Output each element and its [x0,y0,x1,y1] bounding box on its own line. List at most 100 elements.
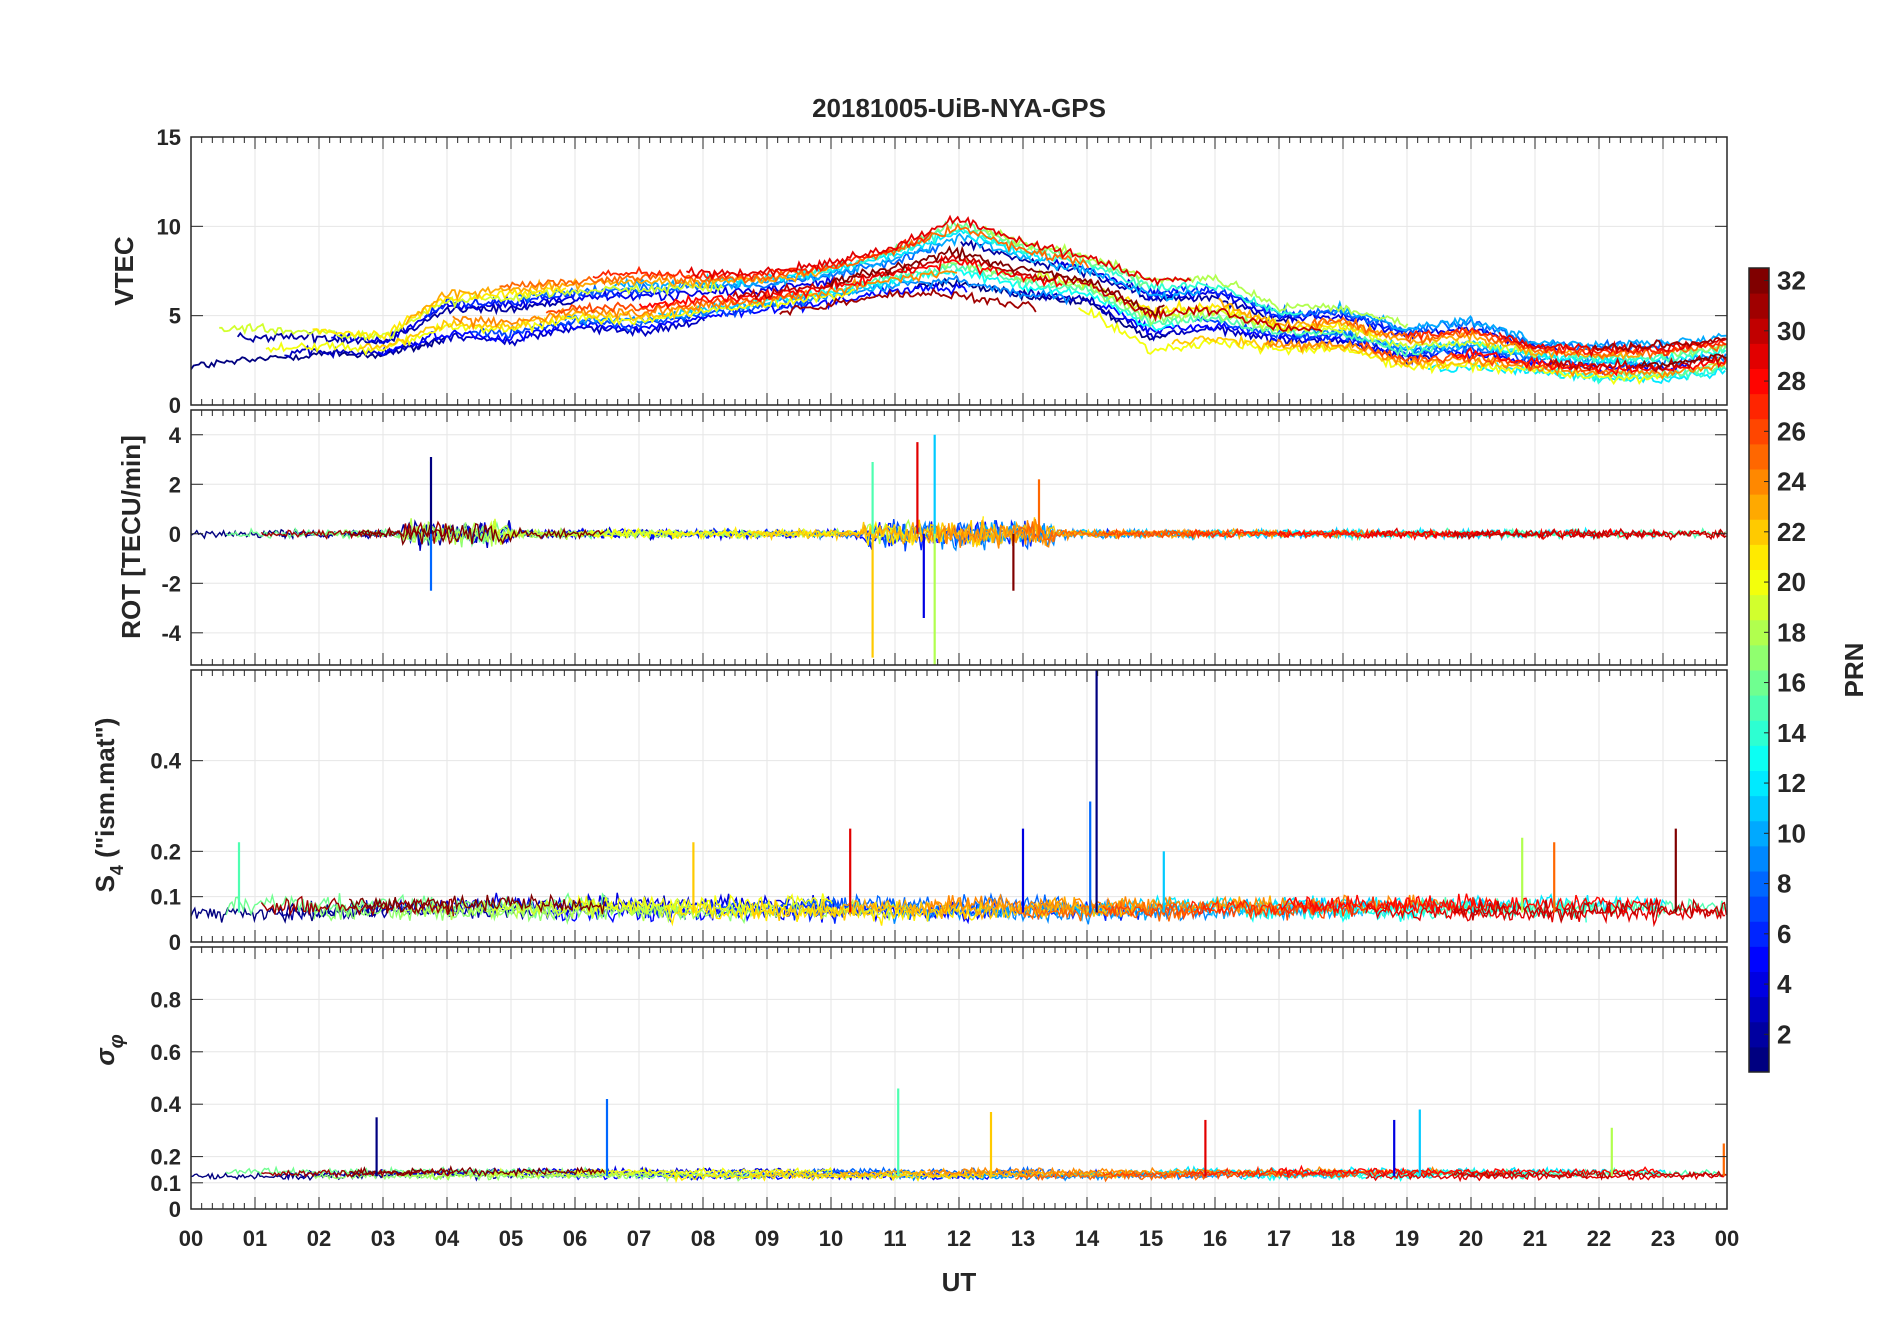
x-tick-label: 04 [435,1226,460,1251]
y-tick-label-sigma_phi: 0.6 [150,1040,181,1065]
colorbar-cell [1749,594,1769,621]
colorbar-tick-label: 24 [1777,467,1806,497]
ylabel-s4-group: S4 ("ism.mat") [90,718,127,893]
vtec-trace-prn-15 [844,262,1435,358]
colorbar-cell [1749,368,1769,395]
s4-trace-prn-32 [348,892,606,915]
colorbar-tick-label: 12 [1777,768,1806,798]
colorbar-frame [1748,267,1770,1073]
series-s4 [191,670,1727,928]
rot-trace-prn-31 [260,520,455,545]
y-tick-label-vtec: 10 [157,214,181,239]
vtec-trace-prn-31 [1592,337,1726,353]
colorbar-cell [1749,519,1769,545]
vtec-trace-prn-5 [377,281,968,357]
sigma_phi-trace-prn-20 [576,1166,833,1177]
vtec-trace-prn-29 [686,214,1192,287]
vtec-trace-prn-24 [452,269,958,331]
s4-trace-prn-26 [1102,900,1360,921]
vtec-trace-prn-22 [359,305,698,351]
panel-vtec: 0 5 10 15 [157,125,1728,418]
x-tick-label: 15 [1139,1226,1163,1251]
y-tick-label-s4: 0 [169,930,181,955]
colorbar-tick-label: 4 [1777,969,1792,999]
x-tick-label: 08 [691,1226,715,1251]
colorbar-cell [1749,845,1769,872]
ticks-sigma_phi [190,947,1728,1210]
vtec-trace-prn-7 [471,299,810,339]
y-tick-label-rot: -2 [161,571,181,596]
colorbar-cell [1749,720,1769,746]
vtec-trace-prn-27 [1404,326,1727,357]
y-tick-label-sigma_phi: 0 [169,1197,181,1222]
x-tick-label: 10 [819,1226,843,1251]
colorbar-cell [1749,1046,1769,1073]
colorbar-tick-label: 6 [1777,919,1791,949]
sigma_phi-trace-prn-25 [1015,1170,1208,1183]
s4-trace-prn-20 [576,893,833,917]
y-tick-label-vtec: 5 [169,304,181,329]
vtec-trace-prn-27 [592,231,932,282]
colorbar-tick-label: 8 [1777,869,1791,899]
colorbar-cell [1749,1021,1769,1048]
sigma_phi-trace-prn-32 [348,1165,605,1178]
panel-rot: -4 -2 0 2 4 [161,409,1728,666]
panel-s4: 0 0.1 0.2 0.4 [150,669,1728,955]
y-tick-label-sigma_phi: 0.2 [150,1145,181,1170]
x-tick-label: 05 [499,1226,523,1251]
s4-trace-prn-30 [1453,898,1727,924]
y-tick-label-vtec: 15 [157,125,181,150]
y-tick-label-sigma_phi: 0.4 [150,1092,181,1117]
vtec-trace-prn-21 [312,286,567,341]
panel-sigma_phi: 00.10.2 0.4 0.6 0.8 [150,946,1728,1222]
x-tick-label: 22 [1587,1226,1611,1251]
colorbar-cell [1749,896,1769,922]
vtec-trace-prn-29 [1498,331,1727,359]
colorbar-tick-label: 20 [1777,567,1806,597]
vtec-trace-prn-31 [779,287,1037,317]
colorbar-cell [1749,921,1769,947]
y-tick-label-rot: 0 [169,522,181,547]
s4-trace-prn-28 [1278,893,1662,918]
colorbar-tick-label: 22 [1777,517,1806,547]
colorbar-cell [1749,293,1769,319]
colorbar-tick-label: 26 [1777,416,1806,446]
sigma_phi-trace-prn-29 [1365,1170,1726,1183]
colorbar-tick-label: 18 [1777,617,1806,647]
colorbar-tick-label: 32 [1777,266,1806,296]
x-tick-label: 06 [563,1226,587,1251]
colorbar-tick-label: 28 [1777,366,1806,396]
y-tick-label-vtec: 0 [169,393,181,418]
x-tick-label: 21 [1523,1226,1547,1251]
series-rot [191,434,1727,665]
ticks-rot [190,410,1728,665]
y-tick-label-sigma_phi: 0.1 [150,1171,181,1196]
colorbar-cell [1749,443,1769,470]
x-tick-label: 11 [883,1226,906,1251]
colorbar-tick-label: 14 [1777,718,1806,748]
rot-trace-prn-32 [348,522,605,547]
ylabel-sigma-phi: σφ [90,1034,128,1065]
vtec-trace-prn-2 [236,297,577,347]
colorbar-cell [1749,946,1769,972]
x-tick-label: 17 [1267,1226,1291,1251]
colorbar-cell [1749,745,1769,771]
ticks-s4 [190,670,1728,943]
sigma_phi-trace-prn-13 [1242,1170,1434,1183]
ylabel-vtec: VTEC [109,236,139,306]
s4-trace-prn-31 [260,895,455,917]
x-tick-label: 00 [179,1226,203,1251]
grid-sigma_phi [190,947,1728,1210]
rot-trace-prn-30 [1453,527,1727,541]
ticks-vtec [190,136,1728,406]
ylabel-rot: ROT [TECU/min] [116,435,146,639]
colorbar-tick-label: 30 [1777,316,1806,346]
y-tick-label-s4: 0.1 [150,885,181,910]
ylabel-s4: S4 ("ism.mat") [90,718,127,893]
sigma_phi-trace-prn-8 [804,1165,1061,1177]
x-tick-label: 13 [1011,1226,1035,1251]
colorbar-cell [1749,318,1769,344]
